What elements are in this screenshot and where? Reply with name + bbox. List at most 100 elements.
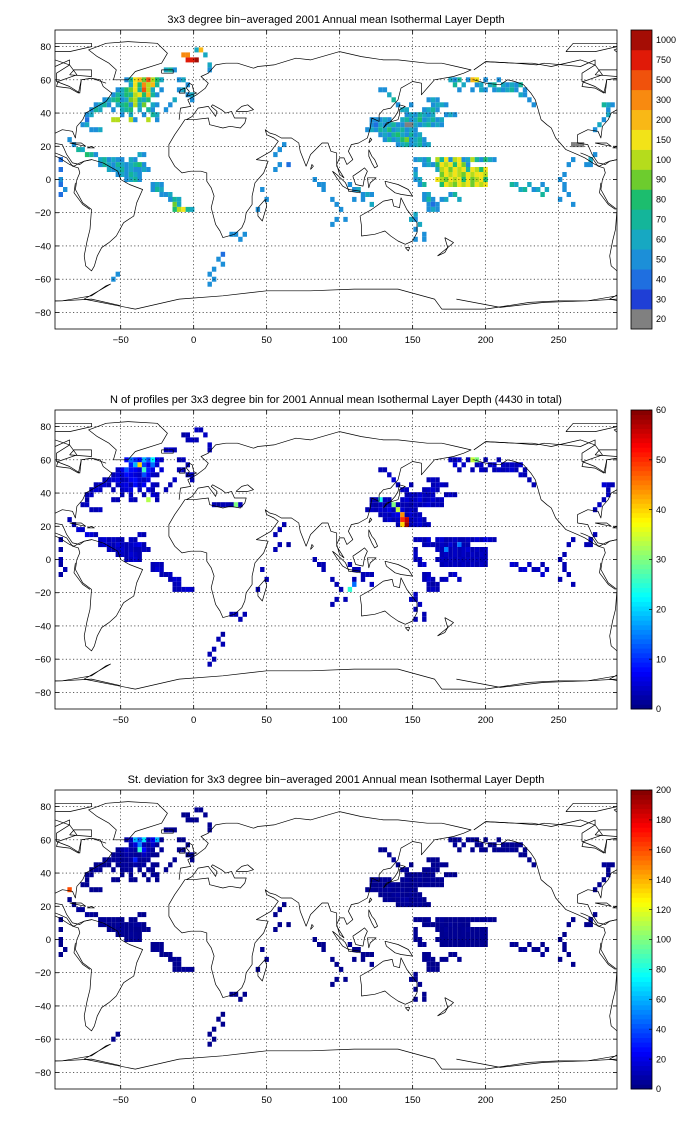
data-bin [597, 882, 602, 888]
data-bin [120, 927, 125, 932]
bins-layer [58, 47, 615, 287]
data-bin [465, 547, 471, 552]
data-bin [413, 976, 418, 982]
coastline [613, 48, 617, 53]
data-bin [439, 502, 444, 508]
data-bin [190, 477, 195, 483]
colorbar-step [631, 860, 652, 866]
panel-1: 3x3 degree bin−averaged 2001 Annual mean… [35, 14, 676, 346]
data-bin [422, 611, 427, 617]
data-bin [474, 917, 480, 923]
data-bin [465, 182, 471, 187]
data-bin [457, 552, 462, 557]
data-bin [365, 127, 370, 133]
data-bin [457, 942, 462, 947]
colorbar-label: 70 [656, 215, 666, 225]
data-bin [124, 92, 129, 98]
data-bin [150, 112, 155, 118]
data-bin [439, 196, 444, 202]
data-bin [155, 92, 160, 98]
data-bin [417, 942, 423, 947]
data-bin [496, 87, 501, 93]
data-bin [400, 127, 405, 133]
data-bin [382, 847, 388, 853]
coastline [55, 819, 107, 854]
data-bin [435, 157, 440, 163]
data-bin [115, 87, 120, 93]
data-bin [430, 201, 436, 207]
x-tick-label: 100 [332, 335, 348, 346]
data-bin [176, 196, 182, 202]
data-bin [452, 547, 458, 552]
data-bin [207, 827, 212, 833]
data-bin [106, 917, 112, 923]
data-bin [220, 1011, 226, 1017]
data-bin [277, 542, 282, 548]
colorbar-step [631, 680, 652, 687]
data-bin [448, 922, 453, 928]
data-bin [128, 117, 134, 123]
data-bin [185, 206, 190, 212]
data-bin [448, 162, 453, 168]
data-bin [369, 961, 374, 967]
data-bin [474, 82, 480, 88]
data-bin [544, 187, 550, 192]
colorbar-step [631, 587, 652, 593]
data-bin [588, 157, 593, 163]
data-bin [111, 877, 116, 883]
data-bin [233, 991, 239, 997]
colorbar-label: 90 [656, 175, 666, 185]
data-bin [426, 877, 431, 883]
data-bin [448, 542, 453, 548]
data-bin [128, 157, 134, 163]
data-bin [470, 467, 475, 473]
data-bin [465, 177, 471, 182]
coastline [456, 294, 617, 308]
data-bin [378, 132, 383, 138]
coastline [437, 627, 449, 637]
data-bin [395, 522, 401, 528]
data-bin [404, 872, 409, 878]
colorbar-segment [631, 289, 652, 310]
data-bin [190, 817, 195, 823]
coastline [73, 562, 91, 590]
data-bin [479, 547, 484, 552]
data-bin [273, 532, 278, 538]
data-bin [229, 991, 234, 997]
data-bin [277, 527, 282, 533]
data-bin [155, 852, 160, 858]
data-bin [483, 847, 488, 853]
data-bin [387, 507, 392, 513]
x-tick-label: 200 [478, 715, 494, 726]
y-tick-label: −80 [35, 308, 51, 319]
data-bin [409, 117, 414, 123]
colorbar-step [631, 874, 652, 880]
data-bin [479, 167, 484, 172]
colorbar-step [631, 433, 652, 439]
coastline [55, 42, 92, 52]
data-bin [146, 462, 151, 468]
data-bin [439, 172, 444, 177]
data-bin [176, 201, 182, 207]
data-bin [426, 961, 431, 967]
data-bin [479, 917, 484, 923]
data-bin [404, 137, 409, 143]
data-bin [413, 127, 418, 133]
y-tick-label: 0 [46, 935, 51, 946]
data-bin [479, 87, 484, 93]
data-bin [404, 877, 409, 883]
data-bin [84, 532, 90, 538]
panel-3: St. deviation for 3x3 degree bin−average… [35, 774, 671, 1106]
data-bin [128, 97, 134, 103]
data-bin [382, 117, 388, 123]
data-bin [470, 927, 475, 932]
data-bin [566, 922, 571, 928]
data-bin [84, 152, 90, 158]
data-bin [413, 522, 418, 528]
data-bin [260, 187, 265, 192]
coastline [367, 557, 377, 569]
data-bin [426, 586, 431, 592]
data-bin [155, 112, 160, 118]
coastline [55, 59, 107, 94]
